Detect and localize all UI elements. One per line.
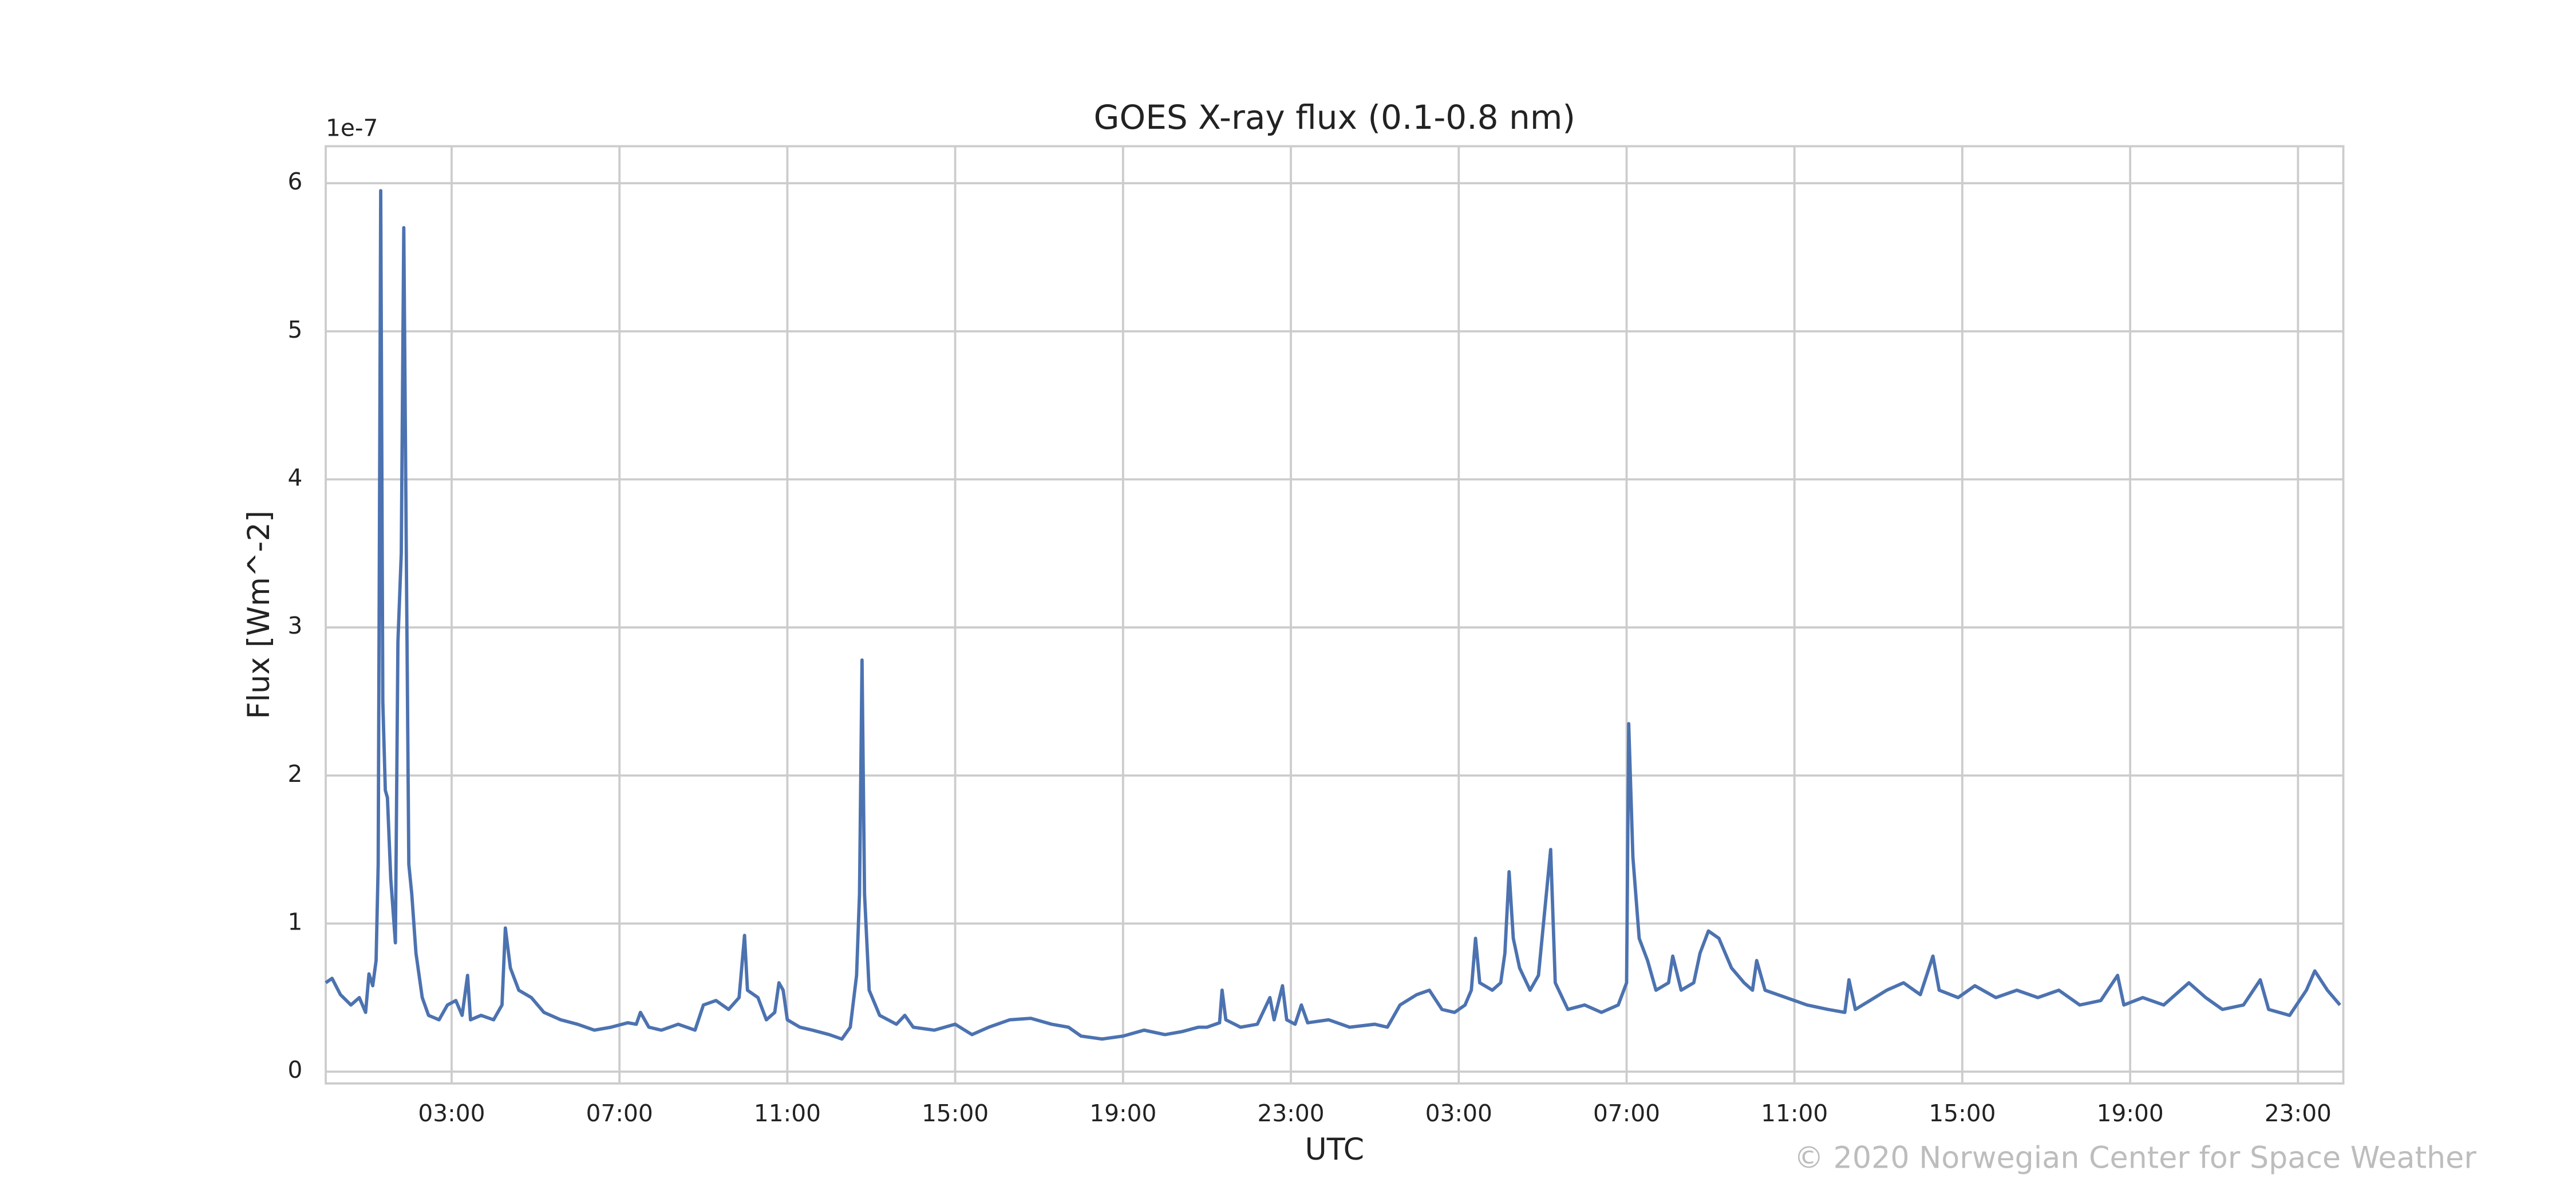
flux-line <box>325 189 2341 1041</box>
y-tick-label: 4 <box>288 464 303 492</box>
y-axis-label: Flux [Wm^-2] <box>242 511 276 719</box>
x-tick-label: 15:00 <box>922 1100 989 1127</box>
x-tick-label: 19:00 <box>1089 1100 1156 1127</box>
x-tick-label: 15:00 <box>1929 1100 1996 1127</box>
chart-title: GOES X-ray flux (0.1-0.8 nm) <box>1094 98 1576 137</box>
y-tick-label: 2 <box>288 760 303 788</box>
y-tick-label: 5 <box>288 316 303 343</box>
y-tick-label: 0 <box>288 1056 303 1084</box>
y-offset-label: 1e-7 <box>326 114 378 141</box>
y-tick-label: 3 <box>288 612 303 639</box>
y-tick-label: 1 <box>288 908 303 936</box>
x-tick-label: 23:00 <box>2265 1100 2332 1127</box>
x-tick-label: 11:00 <box>754 1100 821 1127</box>
copyright: © 2020 Norwegian Center for Space Weathe… <box>1794 1141 2477 1175</box>
x-tick-label: 07:00 <box>1593 1100 1660 1127</box>
x-tick-label: 03:00 <box>1425 1100 1492 1127</box>
x-tick-label: 07:00 <box>586 1100 653 1127</box>
x-axis-label: UTC <box>1305 1133 1364 1167</box>
y-tick-label: 6 <box>288 168 303 195</box>
x-tick-label: 19:00 <box>2097 1100 2164 1127</box>
x-tick-label: 03:00 <box>418 1100 485 1127</box>
x-tick-label: 11:00 <box>1761 1100 1828 1127</box>
plot-frame <box>325 145 2345 1085</box>
x-tick-label: 23:00 <box>1258 1100 1325 1127</box>
